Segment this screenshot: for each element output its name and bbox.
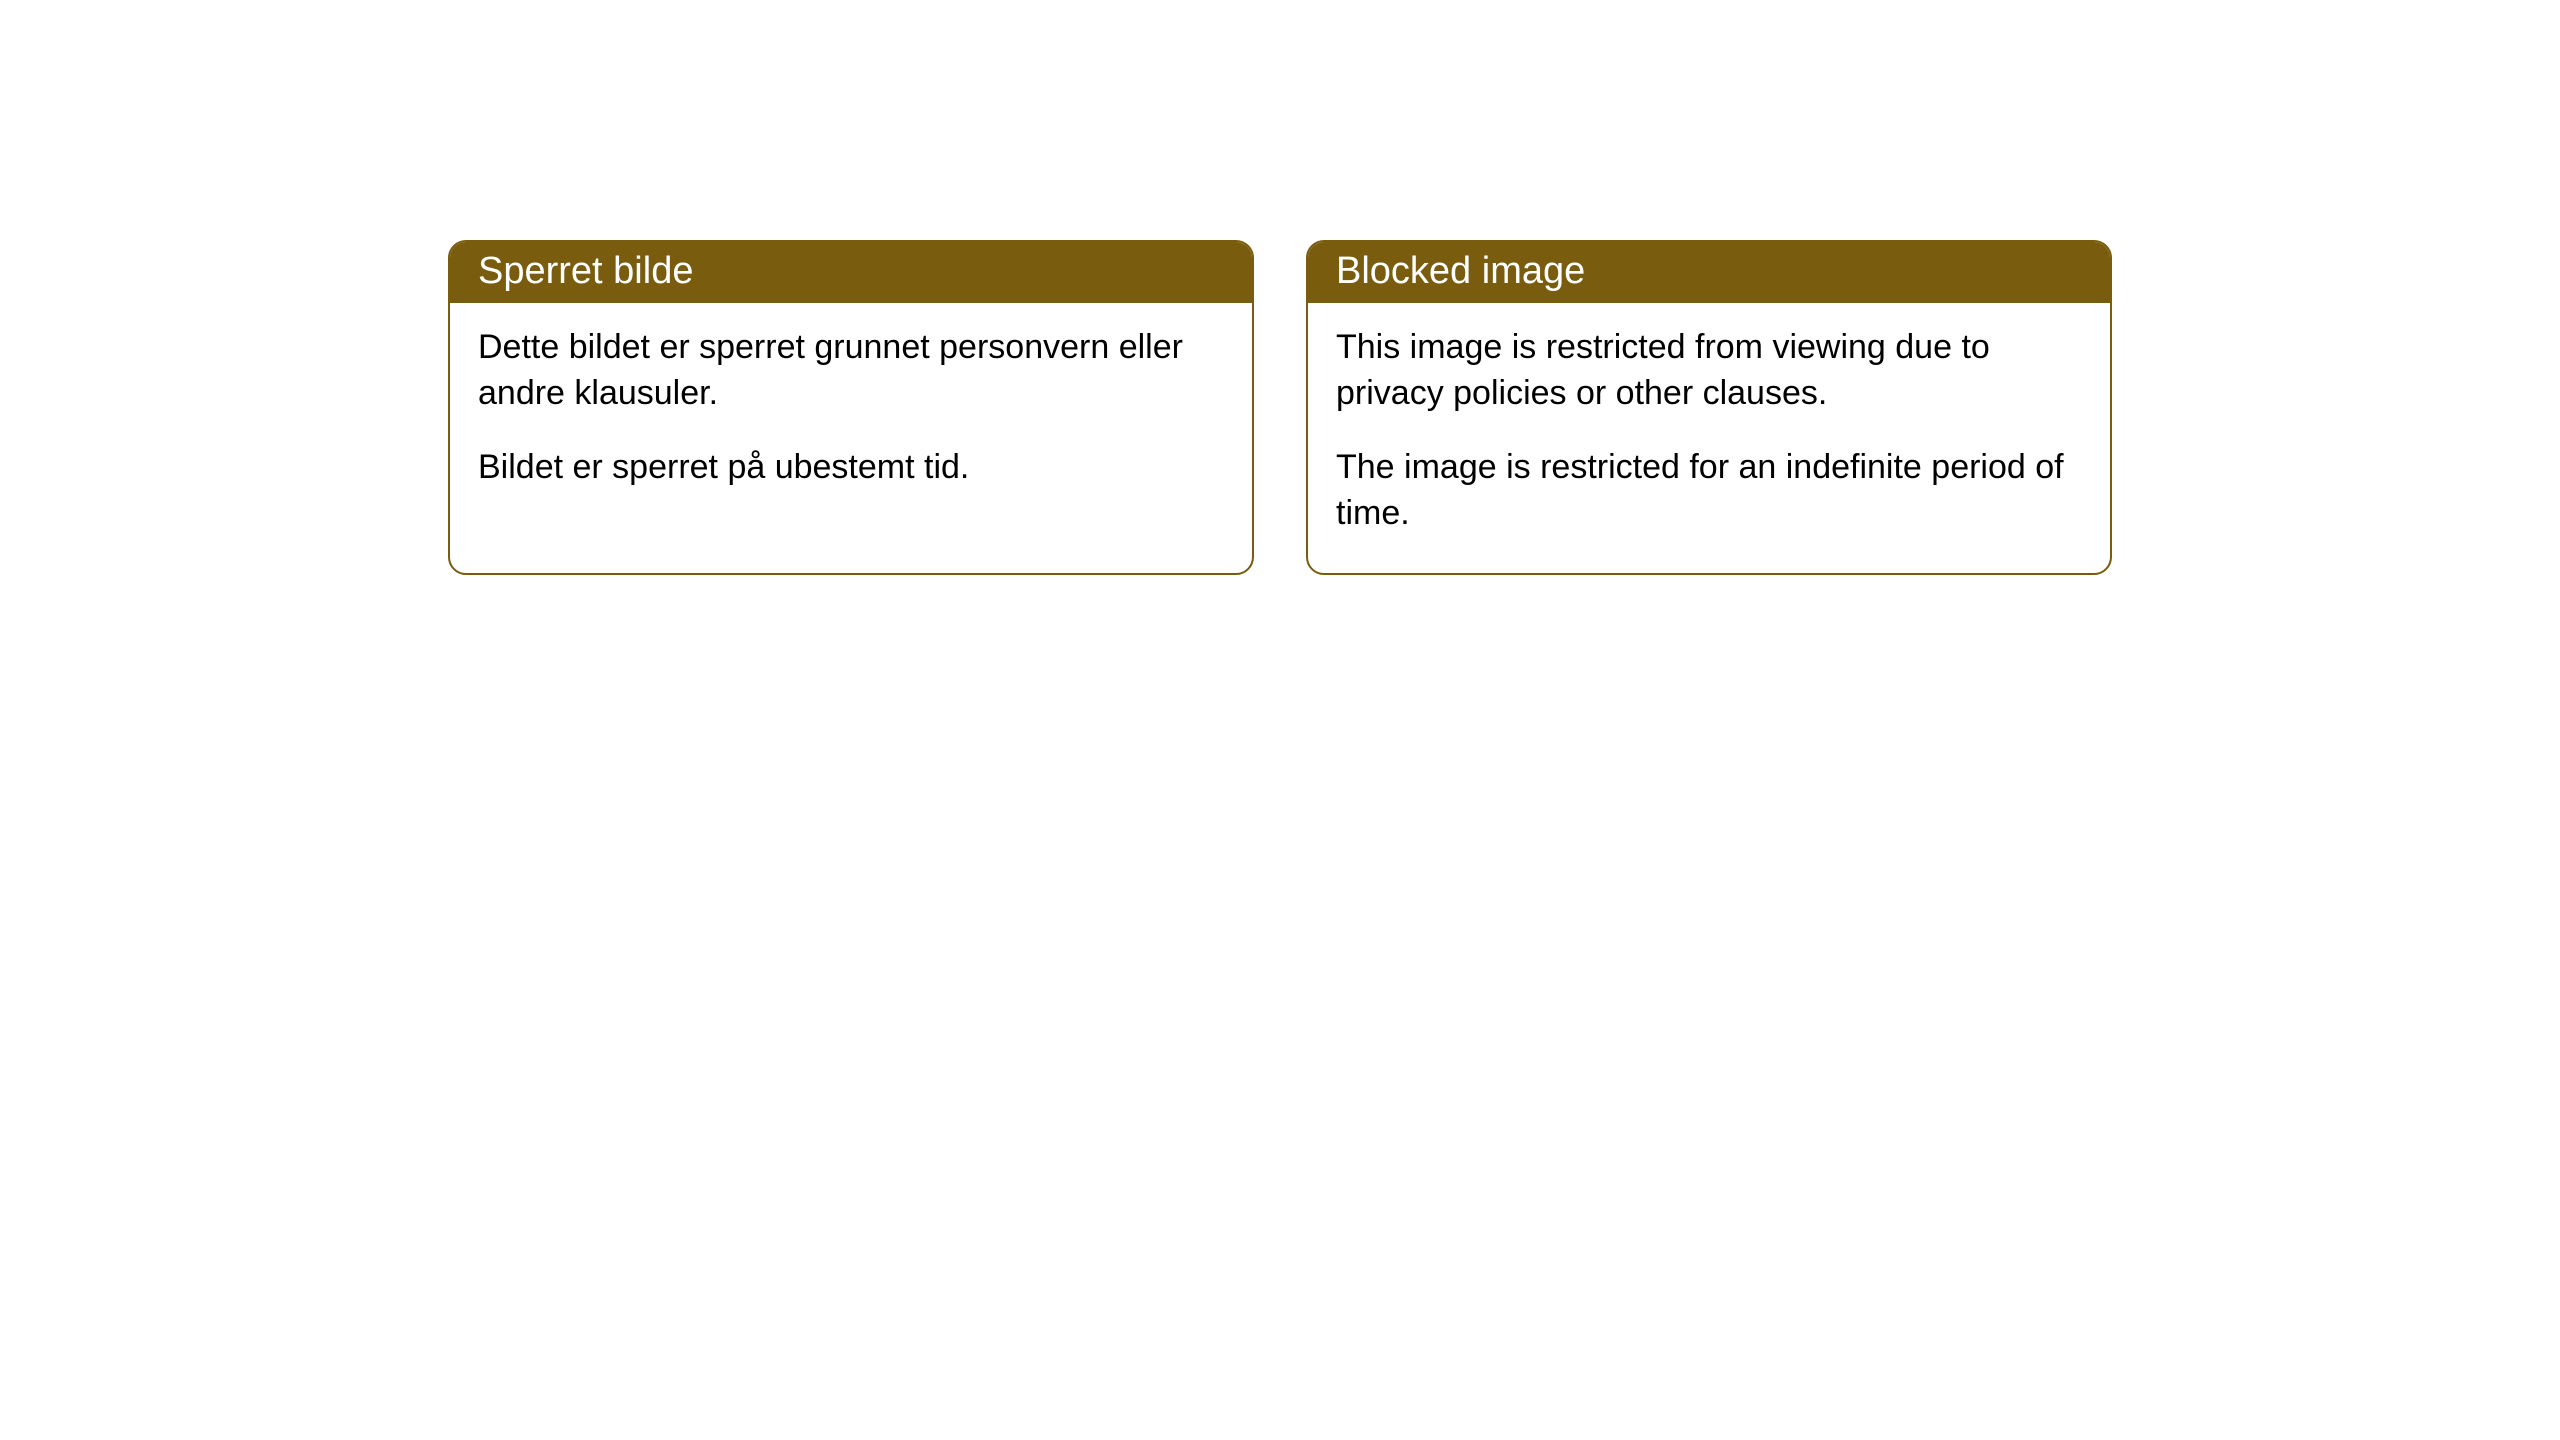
notice-card-norwegian: Sperret bilde Dette bildet er sperret gr…	[448, 240, 1254, 575]
notice-cards-container: Sperret bilde Dette bildet er sperret gr…	[448, 240, 2112, 575]
card-body: Dette bildet er sperret grunnet personve…	[450, 303, 1252, 527]
card-paragraph: This image is restricted from viewing du…	[1336, 325, 2082, 417]
card-paragraph: The image is restricted for an indefinit…	[1336, 445, 2082, 537]
card-header: Blocked image	[1308, 242, 2110, 303]
card-paragraph: Bildet er sperret på ubestemt tid.	[478, 445, 1224, 491]
card-title: Blocked image	[1336, 250, 1585, 292]
card-header: Sperret bilde	[450, 242, 1252, 303]
card-body: This image is restricted from viewing du…	[1308, 303, 2110, 573]
card-title: Sperret bilde	[478, 250, 693, 292]
notice-card-english: Blocked image This image is restricted f…	[1306, 240, 2112, 575]
card-paragraph: Dette bildet er sperret grunnet personve…	[478, 325, 1224, 417]
